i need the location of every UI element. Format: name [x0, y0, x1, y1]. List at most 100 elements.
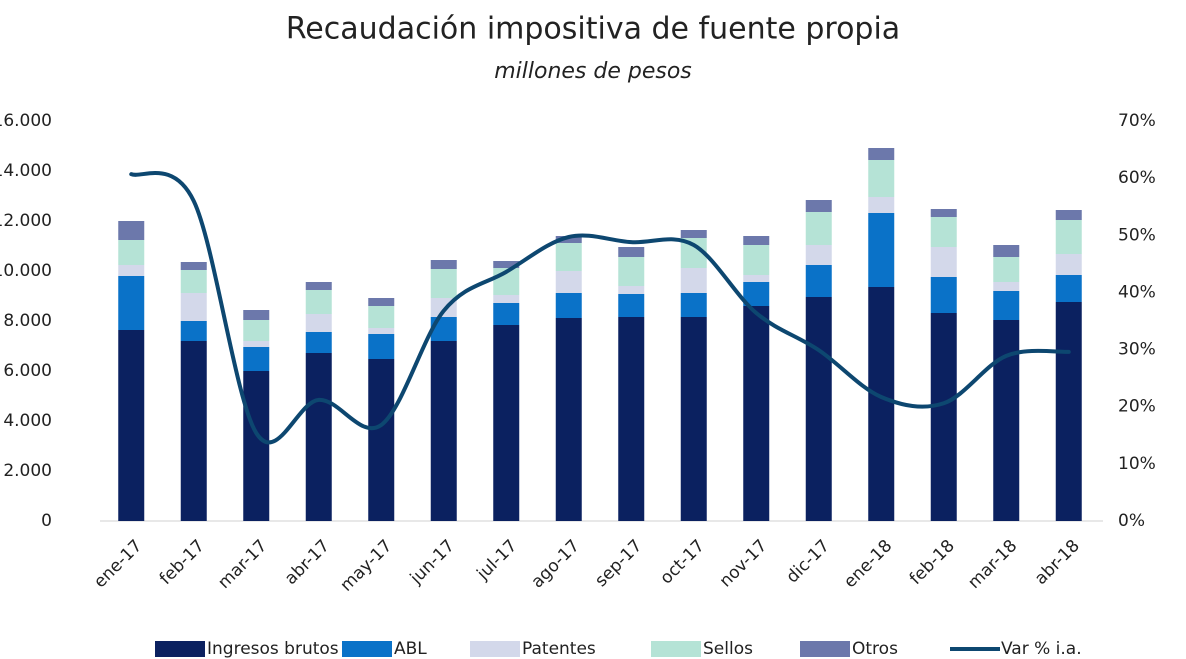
bar-segment	[305, 332, 332, 353]
chart-title: Recaudación impositiva de fuente propia	[286, 12, 900, 47]
bar-segment	[368, 359, 395, 521]
bar-segment	[180, 262, 207, 270]
x-tick-label: may-17	[337, 536, 397, 596]
bar-segment	[243, 347, 270, 371]
y-tick-label: 14.000	[0, 161, 52, 181]
legend-swatch	[651, 641, 701, 657]
bar-segment	[680, 317, 707, 521]
bar-segment	[680, 268, 707, 293]
bar-segment	[555, 243, 582, 271]
bar-segment	[805, 200, 832, 212]
x-tick-label: nov-17	[716, 536, 772, 592]
bar-segment	[493, 261, 520, 268]
bar-segment	[618, 286, 645, 294]
y2-tick-label: 30%	[1118, 340, 1156, 360]
bar-segment	[993, 282, 1020, 291]
bar-segment	[868, 213, 895, 287]
bar-segment	[1055, 220, 1082, 254]
x-tick-label: mar-17	[214, 536, 271, 593]
y2-tick-label: 10%	[1118, 454, 1156, 474]
bar-segment	[743, 306, 770, 521]
legend-label: Otros	[852, 639, 898, 659]
y2-tick-label: 20%	[1118, 397, 1156, 417]
bar-segment	[993, 257, 1020, 282]
bar-segment	[493, 303, 520, 325]
bar-segment	[868, 160, 895, 197]
bar-segment	[930, 277, 957, 313]
bar-segment	[243, 341, 270, 347]
x-tick-label: sep-17	[591, 536, 646, 591]
bar-segment	[618, 247, 645, 257]
bar-segment	[680, 293, 707, 317]
y-tick-label: 10.000	[0, 261, 52, 281]
bar-segment	[868, 197, 895, 213]
y2-tick-label: 70%	[1118, 111, 1156, 131]
bar-segment	[618, 257, 645, 286]
bar-segment	[305, 314, 332, 332]
y-tick-label: 0	[41, 511, 52, 531]
bar-segment	[368, 298, 395, 306]
bar-segment	[555, 293, 582, 318]
bar-segment	[993, 245, 1020, 257]
y2-tick-label: 0%	[1118, 511, 1145, 531]
x-tick-label: abr-18	[1031, 536, 1084, 589]
bar-segment	[805, 212, 832, 245]
y-tick-label: 6.000	[3, 361, 52, 381]
bar-segment	[993, 320, 1020, 521]
bar-segment	[805, 297, 832, 521]
bar-segment	[118, 240, 145, 265]
y-tick-label: 2.000	[3, 461, 52, 481]
bar-segment	[118, 330, 145, 521]
bar-segment	[1055, 254, 1082, 275]
bar-segment	[430, 269, 457, 298]
line-series	[129, 171, 1071, 445]
legend-swatch	[342, 641, 392, 657]
bar-segment	[868, 287, 895, 521]
bar-segment	[180, 321, 207, 341]
legend-label: ABL	[394, 639, 427, 659]
y-tick-label: 4.000	[3, 411, 52, 431]
bar-segment	[555, 318, 582, 521]
x-tick-label: jun-17	[406, 536, 459, 589]
bar-segment	[1055, 275, 1082, 302]
legend-swatch	[470, 641, 520, 657]
x-tick-label: ene-18	[840, 536, 896, 592]
legend-swatch	[155, 641, 205, 657]
legend-label: Patentes	[522, 639, 596, 659]
bar-segment	[1055, 210, 1082, 220]
bar-segment	[618, 294, 645, 317]
y-tick-label: 12.000	[0, 211, 52, 231]
legend-swatch	[800, 641, 850, 657]
bar-segment	[993, 291, 1020, 320]
x-tick-label: ago-17	[527, 536, 583, 592]
bar-segment	[180, 293, 207, 321]
y2-tick-label: 40%	[1118, 282, 1156, 302]
bar-segment	[243, 371, 270, 521]
bar-segment	[243, 310, 270, 320]
bar-segment	[493, 295, 520, 303]
bar-segment	[118, 265, 145, 276]
bar-segment	[930, 209, 957, 217]
bar-segment	[430, 260, 457, 269]
x-tick-label: ene-17	[90, 536, 146, 592]
bar-segment	[1055, 302, 1082, 521]
x-tick-label: abr-17	[281, 536, 334, 589]
bar-segment	[305, 353, 332, 521]
bar-segment	[368, 334, 395, 359]
chart-subtitle: millones de pesos	[494, 59, 692, 84]
bar-segment	[930, 313, 957, 521]
y2-tick-label: 60%	[1118, 168, 1156, 188]
bar-segment	[180, 270, 207, 293]
bar-segment	[305, 290, 332, 314]
bar-segment	[430, 341, 457, 521]
x-tick-label: feb-17	[156, 536, 209, 589]
y-tick-label: 8.000	[3, 311, 52, 331]
bar-segment	[368, 328, 395, 334]
bar-segment	[930, 217, 957, 247]
bar-segment	[118, 221, 145, 240]
bar-segment	[430, 317, 457, 341]
bar-segment	[868, 148, 895, 160]
bar-segment	[743, 236, 770, 245]
x-tick-label: feb-18	[906, 536, 959, 589]
